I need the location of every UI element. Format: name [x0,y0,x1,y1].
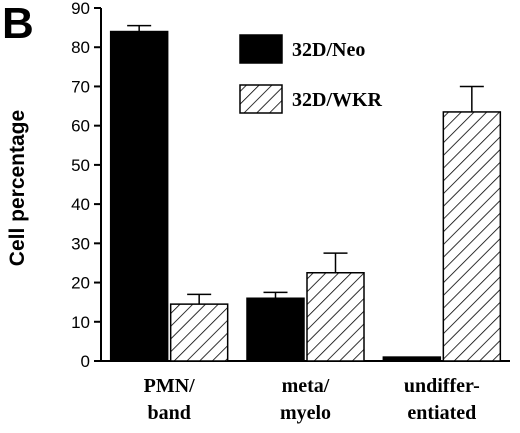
bar [382,356,442,362]
y-tick-label: 60 [71,117,90,136]
x-category-label: undiffer-entiated [404,375,480,424]
y-tick-label: 0 [81,352,90,371]
plot-area: 0 10 20 30 40 50 60 70 80 90 PMN/band meta/myelo und… [71,0,510,424]
legend-swatch [239,84,283,114]
bar [306,272,365,362]
y-tick-label: 30 [71,234,90,253]
y-axis-label: Cell percentage [6,110,29,266]
bar [246,297,305,362]
bar [109,30,169,362]
legend-label: 32D/Neo [292,39,365,61]
x-category-label-line: PMN/ [144,375,196,397]
y-tick-label: 40 [71,195,90,214]
x-category-label: meta/myelo [280,375,331,424]
bar [169,303,229,362]
legend-swatch [239,34,283,64]
y-tick-label: 50 [71,156,90,175]
x-category-label-line: band [147,402,190,424]
y-tick-label: 80 [71,38,90,57]
x-category-label-line: entiated [407,402,476,424]
x-category-label: PMN/band [144,375,196,424]
bar [442,111,502,362]
y-tick-label: 90 [71,0,90,18]
x-category-label-line: undiffer- [404,375,480,397]
panel-label: B [2,0,34,48]
legend-label: 32D/WKR [292,89,383,111]
y-tick-label: 10 [71,313,90,332]
y-tick-label: 20 [71,274,90,293]
x-category-label-line: meta/ [282,375,330,397]
x-category-label-line: myelo [280,402,331,424]
y-tick-label: 70 [71,77,90,96]
